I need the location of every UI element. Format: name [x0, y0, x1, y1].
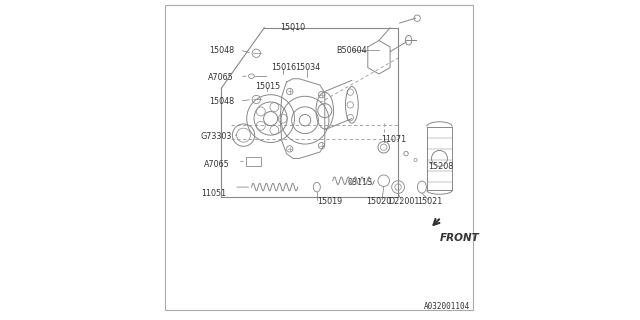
Bar [246, 157, 261, 166]
Text: 11051: 11051 [201, 189, 226, 198]
Text: 0311S: 0311S [348, 178, 372, 187]
Text: G73303: G73303 [201, 132, 232, 140]
Text: 15208: 15208 [428, 162, 454, 171]
Text: 15010: 15010 [280, 23, 305, 32]
Text: B50604: B50604 [337, 45, 367, 55]
Text: 15048: 15048 [209, 97, 234, 106]
Text: 15019: 15019 [317, 197, 342, 206]
Text: A7065: A7065 [209, 73, 234, 82]
Text: 15020: 15020 [366, 197, 392, 206]
Text: 15021: 15021 [417, 197, 442, 206]
Text: FRONT: FRONT [440, 233, 479, 243]
Text: A032001104: A032001104 [424, 302, 470, 311]
Text: D22001: D22001 [388, 197, 420, 206]
Text: 15034: 15034 [294, 63, 320, 72]
Text: A7065: A7065 [204, 160, 229, 169]
Text: 11071: 11071 [381, 135, 406, 144]
Text: 15016: 15016 [271, 63, 296, 72]
Text: 15048: 15048 [209, 45, 234, 55]
Text: 15015: 15015 [255, 82, 280, 91]
